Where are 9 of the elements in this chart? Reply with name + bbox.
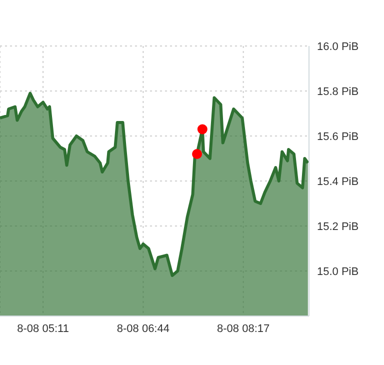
x-tick-label: 8-08 05:11 [17,322,69,335]
y-tick-label: 15.8 PiB [317,86,359,98]
x-tick-label: 8-08 08:17 [217,322,270,335]
y-tick-label: 15.6 PiB [317,130,359,143]
y-tick-label: 15.2 PiB [317,220,359,233]
y-tick-label: 16.0 PiB [317,40,359,53]
y-tick-label: 15.4 PiB [317,176,359,188]
x-tick-label: 8-08 06:44 [116,322,170,335]
y-tick-label: 15.0 PiB [317,266,359,278]
